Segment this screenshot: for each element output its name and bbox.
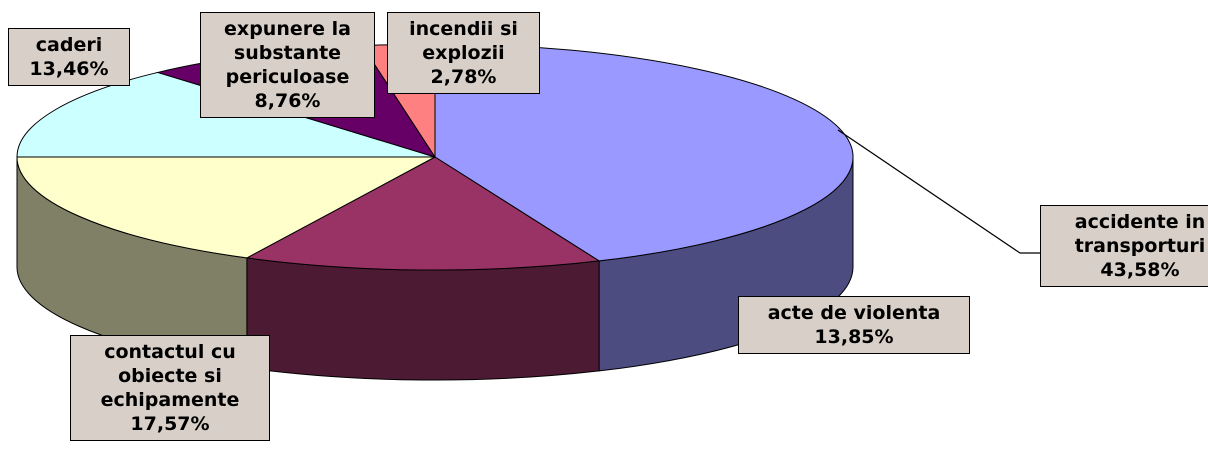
slice — [245, 156, 601, 271]
data-label: accidente in transporturi 43,58% — [1040, 205, 1208, 287]
data-label: incendii si explozii 2,78% — [387, 12, 540, 94]
label-value: 43,58% — [1100, 259, 1180, 281]
data-label: contactul cu obiecte si echipamente 17,57… — [70, 335, 270, 441]
label-value: 8,76% — [254, 90, 321, 112]
label-category: acte de violenta — [767, 302, 941, 324]
data-label: acte de violenta 13,85% — [738, 296, 970, 354]
label-value: 13,85% — [814, 326, 894, 348]
label-category: caderi — [35, 34, 103, 56]
pie — [16, 43, 854, 381]
label-value: 2,78% — [430, 66, 497, 88]
label-category: contactul cu obiecte si echipamente — [100, 341, 240, 411]
data-label: caderi 13,46% — [8, 28, 130, 86]
label-category: incendii si explozii — [409, 18, 518, 64]
label-value: 17,57% — [130, 413, 210, 435]
label-category: expunere la substante periculoase — [224, 18, 351, 88]
label-category: accidente in transporturi — [1074, 211, 1206, 257]
slice-side — [246, 257, 600, 381]
slice — [16, 156, 436, 259]
leader-line — [837, 129, 1042, 254]
label-value: 13,46% — [29, 58, 109, 80]
data-label: expunere la substante periculoase 8,76% — [200, 12, 375, 118]
